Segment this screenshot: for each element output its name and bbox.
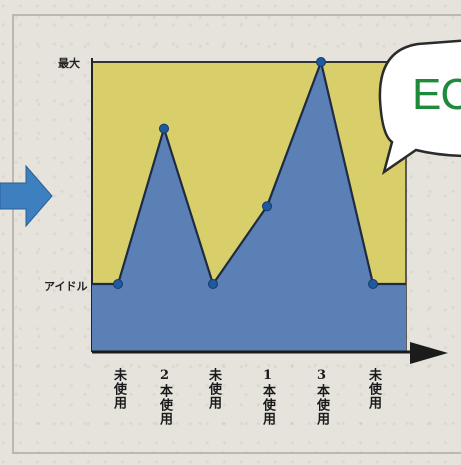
data-point <box>113 279 123 289</box>
speech-bubble <box>378 39 461 175</box>
x-tick-label: 2本使用 <box>157 368 172 426</box>
x-tick-label: 3本使用 <box>314 368 329 426</box>
x-tick-label: 1本使用 <box>260 368 275 426</box>
input-arrow <box>0 164 53 228</box>
load-line <box>92 58 406 287</box>
data-point <box>262 201 272 212</box>
speech-bubble-text: EC <box>412 70 461 119</box>
y-label-idle: アイドル <box>44 280 88 293</box>
load-area <box>92 62 406 352</box>
data-point <box>368 279 378 289</box>
x-tick-label: 未使用 <box>111 368 126 410</box>
x-axis-arrowhead <box>410 342 448 364</box>
x-tick-label: 未使用 <box>206 368 221 410</box>
data-point <box>316 57 326 67</box>
panel-frame <box>12 14 461 454</box>
data-point <box>208 279 218 289</box>
x-tick-label: 未使用 <box>366 368 381 410</box>
y-label-max: 最大 <box>58 57 80 70</box>
data-point <box>159 123 169 134</box>
